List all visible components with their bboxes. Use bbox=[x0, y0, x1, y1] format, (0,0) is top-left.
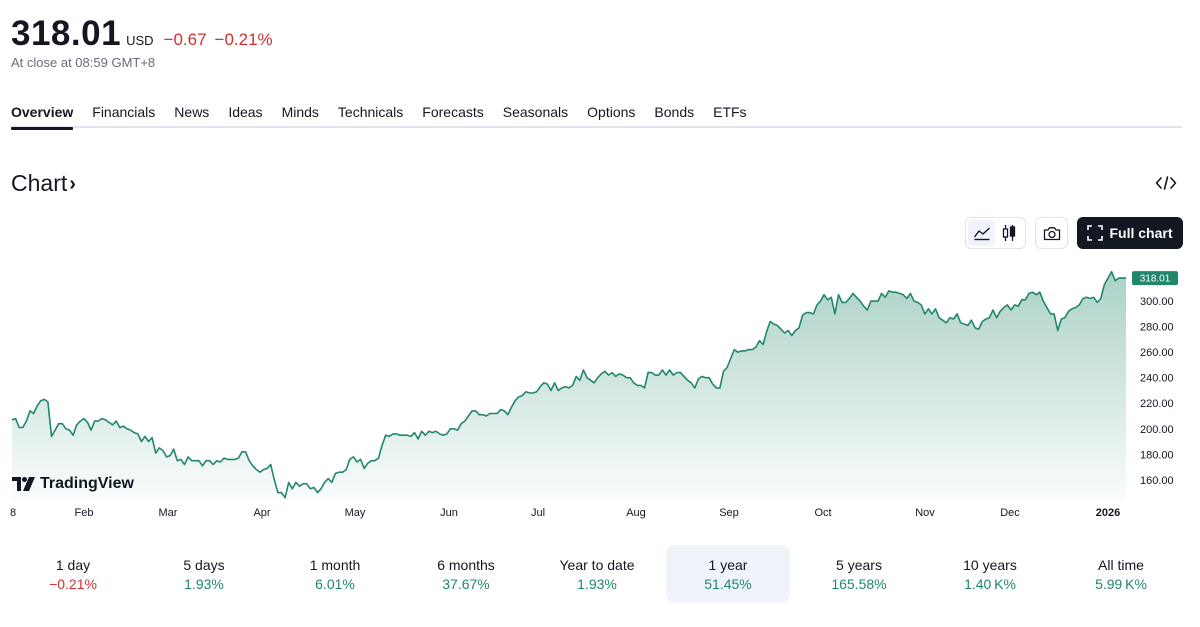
tradingview-logo: TradingView bbox=[12, 475, 134, 493]
period-change: 1.93% bbox=[184, 576, 224, 592]
period-change: 6.01% bbox=[315, 576, 355, 592]
camera-icon bbox=[1043, 226, 1060, 240]
last-price: 318.01 bbox=[11, 14, 122, 53]
area-chart-icon bbox=[973, 227, 990, 241]
period-change: 1.93% bbox=[577, 576, 617, 592]
period-1-day[interactable]: 1 day −0.21% bbox=[11, 545, 135, 603]
price-chart[interactable]: 300.00 280.00 260.00 240.00 220.00 200.00 180.… bbox=[0, 255, 1200, 525]
tradingview-logo-icon bbox=[12, 477, 35, 491]
period-change: 1.40 K% bbox=[964, 576, 1016, 592]
x-axis: 8 Feb Mar Apr May Jun Jul Aug Sep Oct Nov Dec 2026 bbox=[10, 507, 1120, 519]
tab-forecasts[interactable]: Forecasts bbox=[422, 104, 484, 120]
period-label: 1 month bbox=[309, 557, 361, 573]
x-tick-label: Nov bbox=[915, 507, 935, 519]
period-label: 5 years bbox=[836, 557, 882, 573]
tab-financials[interactable]: Financials bbox=[92, 104, 156, 120]
fullscreen-icon bbox=[1087, 225, 1104, 241]
period-1-year[interactable]: 1 year 51.45% bbox=[666, 545, 790, 603]
price-change: −0.67 bbox=[163, 30, 207, 49]
x-tick-label: Apr bbox=[253, 507, 270, 519]
tab-options[interactable]: Options bbox=[587, 104, 636, 120]
x-tick-label: Feb bbox=[75, 507, 94, 519]
y-tick-label: 180.00 bbox=[1140, 449, 1174, 461]
period-10-years[interactable]: 10 years 1.40 K% bbox=[928, 545, 1052, 603]
snapshot-button[interactable] bbox=[1035, 217, 1068, 249]
period-selector: 1 day −0.21% 5 days 1.93% 1 month 6.01% 6 mont… bbox=[10, 545, 1190, 603]
tab-technicals[interactable]: Technicals bbox=[337, 104, 404, 120]
quote-header: 318.01 USD −0.67 −0.21% bbox=[11, 14, 273, 54]
period-6-months[interactable]: 6 months 37.67% bbox=[404, 545, 528, 603]
period-change: 37.67% bbox=[442, 576, 490, 592]
chart-style-toggle bbox=[965, 217, 1026, 249]
y-axis: 300.00 280.00 260.00 240.00 220.00 200.00 180.… bbox=[1140, 296, 1174, 487]
x-tick-label: May bbox=[345, 507, 366, 519]
period-label: All time bbox=[1098, 557, 1144, 573]
candlestick-icon bbox=[1002, 225, 1015, 241]
period-label: 1 day bbox=[55, 557, 91, 573]
y-tick-label: 200.00 bbox=[1140, 424, 1174, 436]
price-line bbox=[11, 270, 1126, 499]
y-tick-label: 280.00 bbox=[1140, 322, 1174, 334]
last-price-value: 318.01 bbox=[1140, 274, 1171, 285]
y-tick-label: 240.00 bbox=[1140, 373, 1174, 385]
tab-etfs[interactable]: ETFs bbox=[713, 104, 747, 120]
period-label: 1 year bbox=[708, 557, 748, 573]
market-status: At close at 08:59 GMT+8 bbox=[11, 55, 156, 70]
price-area-fill bbox=[12, 271, 1126, 500]
tab-seasonals[interactable]: Seasonals bbox=[502, 104, 569, 120]
tab-news[interactable]: News bbox=[174, 104, 210, 120]
x-tick-label: 2026 bbox=[1096, 507, 1120, 519]
x-tick-label: Oct bbox=[814, 507, 831, 519]
period-1-month[interactable]: 1 month 6.01% bbox=[273, 545, 397, 603]
tab-overview[interactable]: Overview bbox=[11, 104, 74, 130]
x-tick-label: Sep bbox=[719, 507, 739, 519]
y-tick-label: 300.00 bbox=[1140, 296, 1174, 308]
price-change-percent: −0.21% bbox=[214, 30, 273, 49]
code-embed-icon[interactable] bbox=[1155, 174, 1177, 192]
chevron-right-icon: › bbox=[69, 173, 76, 195]
x-tick-label: Jul bbox=[531, 507, 545, 519]
period-change: −0.21% bbox=[49, 576, 97, 592]
symbol-tabs: Overview Financials News Ideas Minds Tec… bbox=[11, 104, 1182, 130]
tab-bonds[interactable]: Bonds bbox=[654, 104, 695, 120]
period-label: Year to date bbox=[559, 557, 635, 573]
x-tick-label: Jun bbox=[440, 507, 458, 519]
chart-section-title: Chart bbox=[11, 170, 68, 196]
tab-minds[interactable]: Minds bbox=[281, 104, 319, 120]
period-change: 165.58% bbox=[831, 576, 887, 592]
tab-ideas[interactable]: Ideas bbox=[228, 104, 263, 120]
area-chart-button[interactable] bbox=[968, 220, 995, 246]
chart-section-link[interactable]: Chart › bbox=[11, 170, 76, 197]
period-5-days[interactable]: 5 days 1.93% bbox=[142, 545, 266, 603]
last-price-label: 318.01 bbox=[1132, 271, 1178, 286]
period-change: 51.45% bbox=[704, 576, 752, 592]
x-tick-label: 8 bbox=[10, 507, 16, 519]
y-tick-label: 160.00 bbox=[1140, 475, 1174, 487]
y-tick-label: 260.00 bbox=[1140, 347, 1174, 359]
period-year-to-date[interactable]: Year to date 1.93% bbox=[535, 545, 659, 603]
period-all-time[interactable]: All time 5.99 K% bbox=[1059, 545, 1183, 603]
period-label: 5 days bbox=[183, 557, 225, 573]
y-tick-label: 220.00 bbox=[1140, 398, 1174, 410]
tradingview-logo-text: TradingView bbox=[40, 475, 134, 492]
full-chart-button[interactable]: Full chart bbox=[1077, 217, 1183, 249]
full-chart-label: Full chart bbox=[1109, 225, 1173, 241]
period-label: 10 years bbox=[963, 557, 1017, 573]
period-label: 6 months bbox=[437, 557, 495, 573]
x-tick-label: Mar bbox=[159, 507, 178, 519]
currency-label: USD bbox=[126, 33, 154, 48]
candles-chart-button[interactable] bbox=[995, 220, 1022, 246]
x-tick-label: Dec bbox=[1000, 507, 1020, 519]
period-change: 5.99 K% bbox=[1095, 576, 1147, 592]
x-tick-label: Aug bbox=[626, 507, 646, 519]
period-5-years[interactable]: 5 years 165.58% bbox=[797, 545, 921, 603]
